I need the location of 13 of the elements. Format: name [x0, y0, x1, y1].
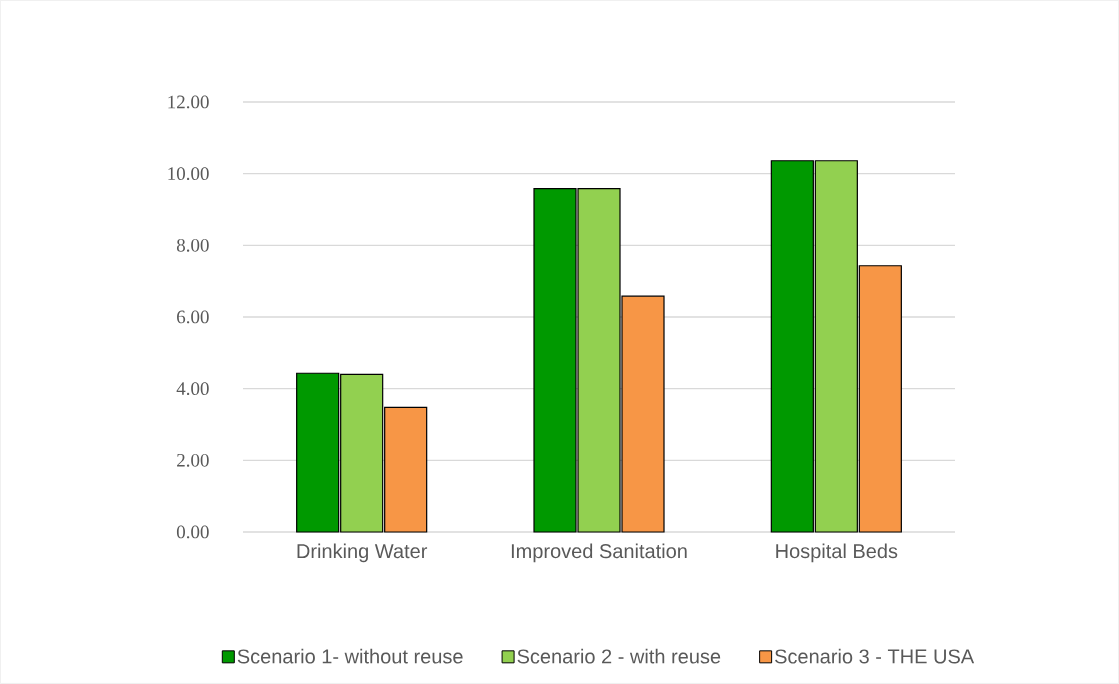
- legend-label: Scenario 1- without reuse: [237, 648, 463, 664]
- y-tick-label: 0.00: [176, 525, 209, 539]
- y-tick-label: 12.00: [168, 95, 209, 109]
- legend-label: Scenario 2 - with reuse: [517, 648, 721, 664]
- x-tick-label: Improved Sanitation: [511, 543, 687, 563]
- y-tick-label: 4.00: [176, 382, 209, 396]
- x-tick-label: Hospital Beds: [776, 543, 898, 563]
- legend-label: Scenario 3 - THE USA: [775, 648, 975, 664]
- x-tick-label: Drinking Water: [297, 543, 428, 563]
- y-tick-label: 6.00: [177, 310, 209, 324]
- y-tick-label: 8.00: [176, 238, 209, 252]
- y-tick-label: 10.00: [168, 167, 209, 181]
- y-tick-label: 2.00: [177, 453, 209, 467]
